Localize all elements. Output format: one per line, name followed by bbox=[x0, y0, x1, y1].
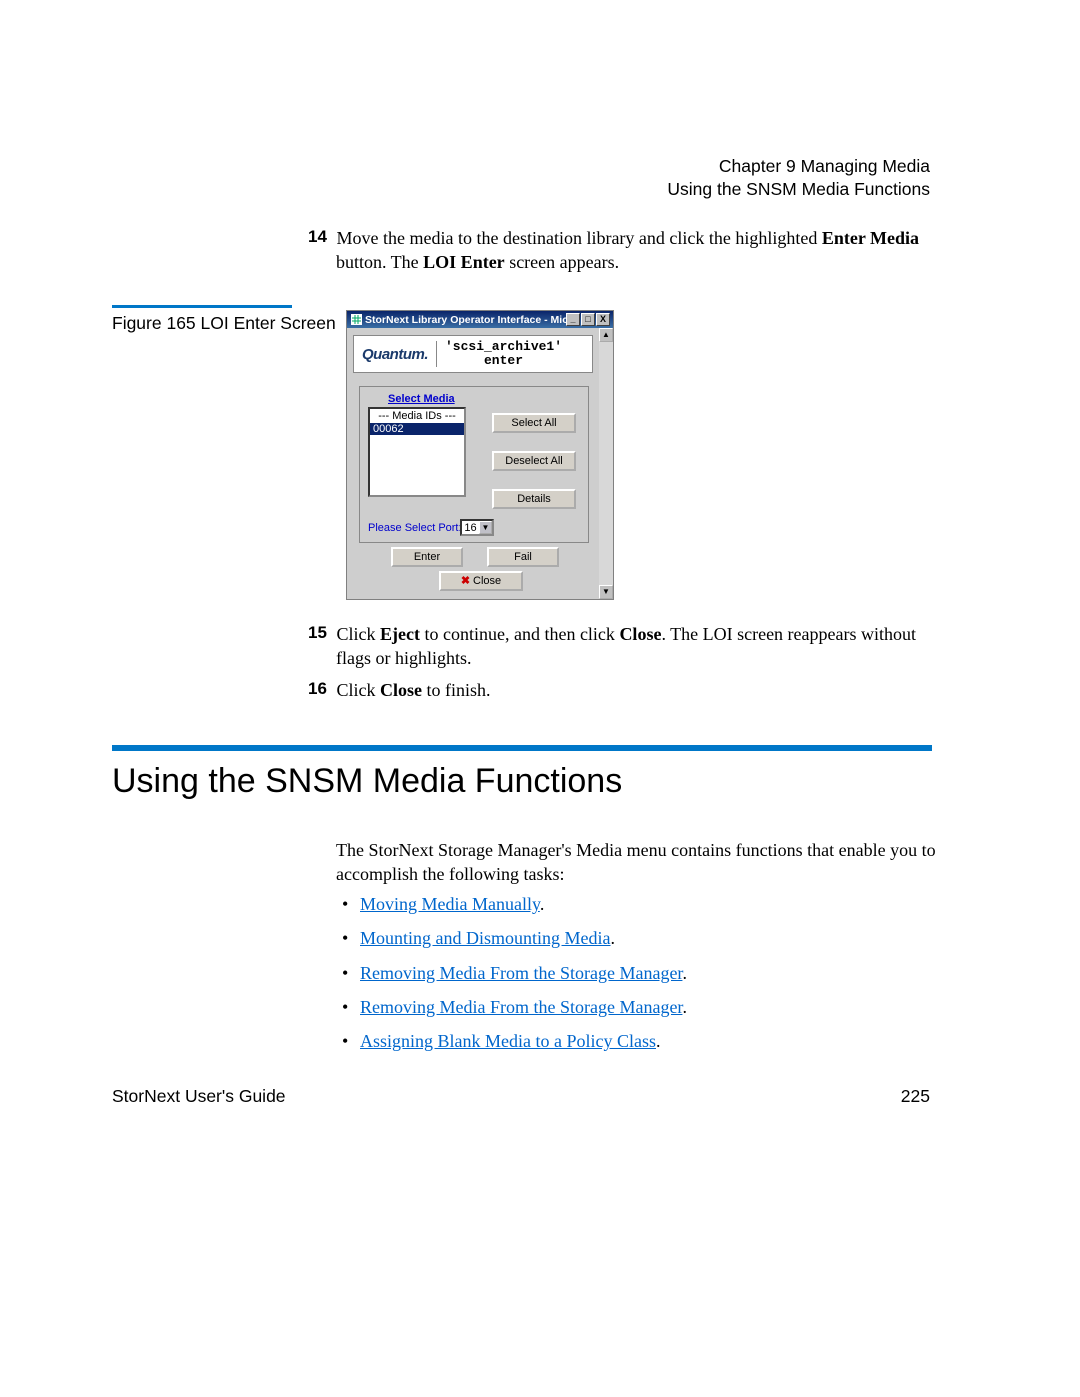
step-14-text-3: screen appears. bbox=[505, 252, 619, 272]
port-value: 16 bbox=[462, 522, 479, 534]
brand-bar: Quantum. 'scsi_archive1' enter bbox=[353, 335, 593, 373]
list-item: Removing Media From the Storage Manager. bbox=[360, 995, 930, 1019]
step-15-num: 15 bbox=[308, 622, 332, 645]
section-title: Using the SNSM Media Functions bbox=[112, 762, 622, 801]
step-14-bold-1: Enter Media bbox=[822, 228, 919, 248]
step-16-num: 16 bbox=[308, 678, 332, 701]
page-header: Chapter 9 Managing Media Using the SNSM … bbox=[667, 155, 930, 201]
step-16-bold-1: Close bbox=[380, 680, 422, 700]
step-15-text-2: to continue, and then click bbox=[420, 624, 619, 644]
archive-mode: enter bbox=[445, 354, 562, 368]
footer-left: StorNext User's Guide bbox=[112, 1086, 286, 1107]
step-15-bold-2: Close bbox=[619, 624, 661, 644]
media-list-item-selected[interactable]: 00062 bbox=[370, 423, 464, 435]
list-item: Mounting and Dismounting Media. bbox=[360, 926, 930, 950]
select-all-button[interactable]: Select All bbox=[492, 413, 576, 433]
step-16-text-1: Click bbox=[337, 680, 381, 700]
action-button-row: Enter Fail ✖Close bbox=[347, 547, 599, 591]
step-14-text-2: button. The bbox=[336, 252, 423, 272]
window-scrollbar[interactable]: ▲ ▼ bbox=[599, 328, 613, 599]
link-mounting[interactable]: Mounting and Dismounting Media bbox=[360, 928, 611, 948]
close-button[interactable]: ✖Close bbox=[439, 571, 523, 591]
brand-archive: 'scsi_archive1' enter bbox=[445, 340, 562, 369]
step-14-num: 14 bbox=[308, 226, 332, 249]
window-app-icon bbox=[350, 314, 362, 326]
port-label: Please Select Port: bbox=[368, 522, 462, 534]
figure-caption: Figure 165 LOI Enter Screen bbox=[112, 313, 336, 334]
link-assigning[interactable]: Assigning Blank Media to a Policy Class bbox=[360, 1031, 656, 1051]
select-media-label: Select Media bbox=[388, 393, 455, 405]
close-window-button[interactable]: X bbox=[596, 313, 610, 326]
media-list-header: --- Media IDs --- bbox=[370, 409, 464, 423]
media-panel: Select Media --- Media IDs --- 00062 Sel… bbox=[359, 386, 589, 543]
maximize-button[interactable]: □ bbox=[581, 313, 595, 326]
minimize-button[interactable]: _ bbox=[566, 313, 580, 326]
link-removing-2[interactable]: Removing Media From the Storage Manager bbox=[360, 997, 682, 1017]
brand-separator bbox=[436, 341, 437, 367]
section-para: The StorNext Storage Manager's Media men… bbox=[336, 838, 936, 887]
scroll-down-icon[interactable]: ▼ bbox=[599, 585, 613, 599]
loi-window: StorNext Library Operator Interface - Mi… bbox=[346, 310, 614, 600]
footer-right: 225 bbox=[901, 1086, 930, 1107]
header-section: Using the SNSM Media Functions bbox=[667, 178, 930, 201]
deselect-all-button[interactable]: Deselect All bbox=[492, 451, 576, 471]
step-16-text-2: to finish. bbox=[422, 680, 491, 700]
step-15: 15 Click Eject to continue, and then cli… bbox=[336, 622, 926, 671]
header-chapter: Chapter 9 Managing Media bbox=[667, 155, 930, 178]
brand-logo: Quantum. bbox=[354, 346, 428, 363]
step-14: 14 Move the media to the destination lib… bbox=[336, 226, 926, 275]
step-16: 16 Click Close to finish. bbox=[336, 678, 926, 702]
section-rule bbox=[112, 745, 932, 751]
fail-button[interactable]: Fail bbox=[487, 547, 559, 567]
link-removing-1[interactable]: Removing Media From the Storage Manager bbox=[360, 963, 682, 983]
enter-button[interactable]: Enter bbox=[391, 547, 463, 567]
step-15-bold-1: Eject bbox=[380, 624, 420, 644]
step-14-text-1: Move the media to the destination librar… bbox=[337, 228, 822, 248]
scroll-up-icon[interactable]: ▲ bbox=[599, 328, 613, 342]
close-button-label: Close bbox=[473, 575, 501, 587]
step-14-bold-2: LOI Enter bbox=[423, 252, 505, 272]
dropdown-arrow-icon[interactable]: ▼ bbox=[479, 521, 492, 534]
archive-name: 'scsi_archive1' bbox=[445, 340, 562, 354]
window-title: StorNext Library Operator Interface - Mi… bbox=[365, 314, 566, 326]
link-moving-media[interactable]: Moving Media Manually bbox=[360, 894, 540, 914]
port-select[interactable]: 16 ▼ bbox=[460, 519, 494, 536]
details-button[interactable]: Details bbox=[492, 489, 576, 509]
window-body: ▲ ▼ Quantum. 'scsi_archive1' enter Selec… bbox=[347, 328, 613, 599]
figure-rule bbox=[112, 305, 292, 308]
step-15-text-1: Click bbox=[337, 624, 381, 644]
list-item: Assigning Blank Media to a Policy Class. bbox=[360, 1029, 930, 1053]
list-item: Removing Media From the Storage Manager. bbox=[360, 961, 930, 985]
close-x-icon: ✖ bbox=[461, 575, 470, 587]
list-item: Moving Media Manually. bbox=[360, 892, 930, 916]
section-link-list: Moving Media Manually. Mounting and Dism… bbox=[360, 892, 930, 1063]
window-titlebar[interactable]: StorNext Library Operator Interface - Mi… bbox=[347, 311, 613, 328]
media-listbox[interactable]: --- Media IDs --- 00062 bbox=[368, 407, 466, 497]
